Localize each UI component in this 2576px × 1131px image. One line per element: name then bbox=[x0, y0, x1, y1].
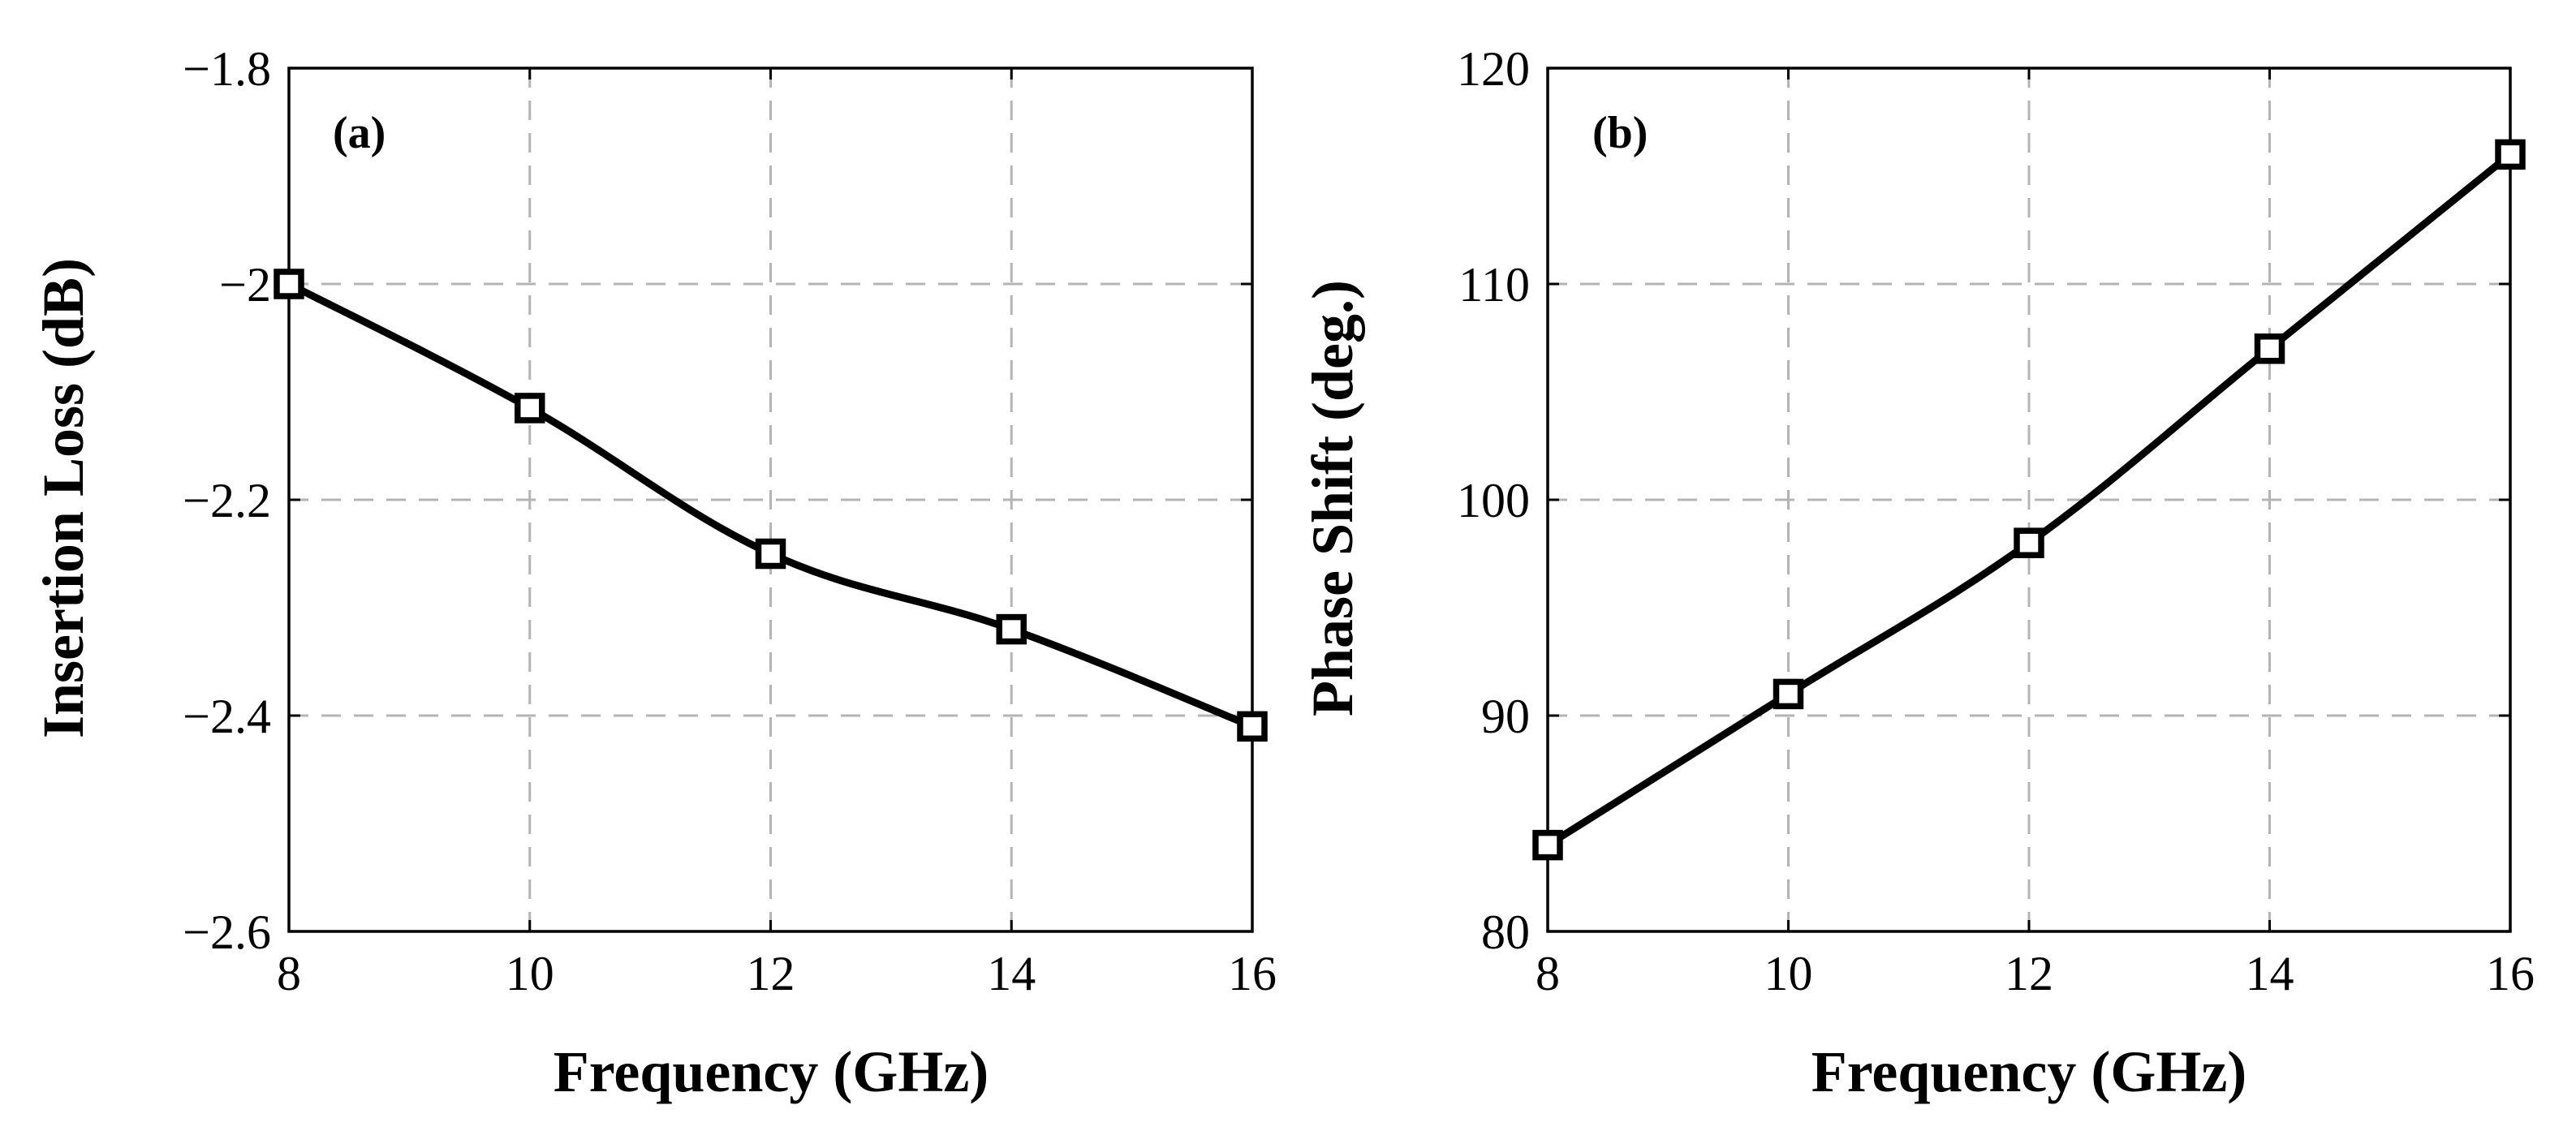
x-tick-label-b: 8 bbox=[1536, 947, 1560, 1000]
markers-b bbox=[1532, 139, 2526, 861]
data-point-a bbox=[274, 269, 304, 299]
data-point-a bbox=[515, 393, 545, 424]
grid-a bbox=[289, 68, 1252, 931]
x-tick-label-b: 10 bbox=[1764, 947, 1813, 1000]
data-point-a bbox=[1237, 711, 1268, 742]
y-tick-label-b: 110 bbox=[1458, 258, 1530, 312]
x-tick-labels-b: 8 10 12 14 16 bbox=[1536, 947, 2535, 1000]
x-tick-label-a: 8 bbox=[277, 947, 301, 1000]
grid-b bbox=[1548, 68, 2510, 931]
y-tick-label-a: −2.2 bbox=[183, 474, 271, 527]
ticks-b bbox=[1546, 67, 2512, 933]
y-tick-label-b: 80 bbox=[1481, 905, 1530, 959]
chart-b: 8 10 12 14 16 80 90 100 110 120 (b) Frequency (G… bbox=[1300, 42, 2535, 1104]
x-tick-labels-a: 8 10 12 14 16 bbox=[277, 947, 1277, 1000]
y-tick-label-a: −2.4 bbox=[183, 690, 271, 743]
chart-a: 8 10 12 14 16 −2.6 −2.4 −2.2 −2 −1.8 (a) Frequen… bbox=[31, 42, 1277, 1104]
y-tick-label-a: −2 bbox=[219, 258, 271, 312]
markers-a bbox=[274, 269, 1268, 742]
y-tick-labels-a: −2.6 −2.4 −2.2 −2 −1.8 bbox=[183, 42, 271, 959]
data-point-b bbox=[2495, 139, 2526, 170]
y-tick-label-b: 100 bbox=[1457, 474, 1530, 527]
x-tick-label-a: 12 bbox=[747, 947, 795, 1000]
panel-label-b: (b) bbox=[1592, 108, 1648, 158]
y-tick-label-b: 90 bbox=[1481, 690, 1530, 743]
y-tick-label-b: 120 bbox=[1457, 42, 1530, 96]
y-axis-title-a: Insertion Loss (dB) bbox=[31, 258, 96, 738]
x-axis-title-a: Frequency (GHz) bbox=[554, 1039, 989, 1104]
x-tick-label-a: 10 bbox=[506, 947, 554, 1000]
x-tick-label-b: 14 bbox=[2246, 947, 2294, 1000]
x-tick-label-a: 14 bbox=[987, 947, 1036, 1000]
data-point-b bbox=[1532, 829, 1563, 861]
data-point-b bbox=[1773, 678, 1804, 710]
y-axis-title-b: Phase Shift (deg.) bbox=[1300, 280, 1365, 716]
x-tick-label-a: 16 bbox=[1228, 947, 1277, 1000]
x-axis-title-b: Frequency (GHz) bbox=[1811, 1039, 2247, 1104]
y-tick-label-a: −2.6 bbox=[183, 905, 271, 959]
panel-label-a: (a) bbox=[333, 108, 386, 158]
x-tick-label-b: 16 bbox=[2486, 947, 2535, 1000]
data-point-b bbox=[2014, 527, 2044, 558]
data-point-b bbox=[2254, 333, 2285, 364]
x-tick-label-b: 12 bbox=[2005, 947, 2053, 1000]
y-tick-labels-b: 80 90 100 110 120 bbox=[1457, 42, 1530, 959]
data-point-a bbox=[996, 613, 1027, 645]
y-tick-label-a: −1.8 bbox=[183, 42, 271, 96]
data-point-a bbox=[755, 538, 786, 570]
